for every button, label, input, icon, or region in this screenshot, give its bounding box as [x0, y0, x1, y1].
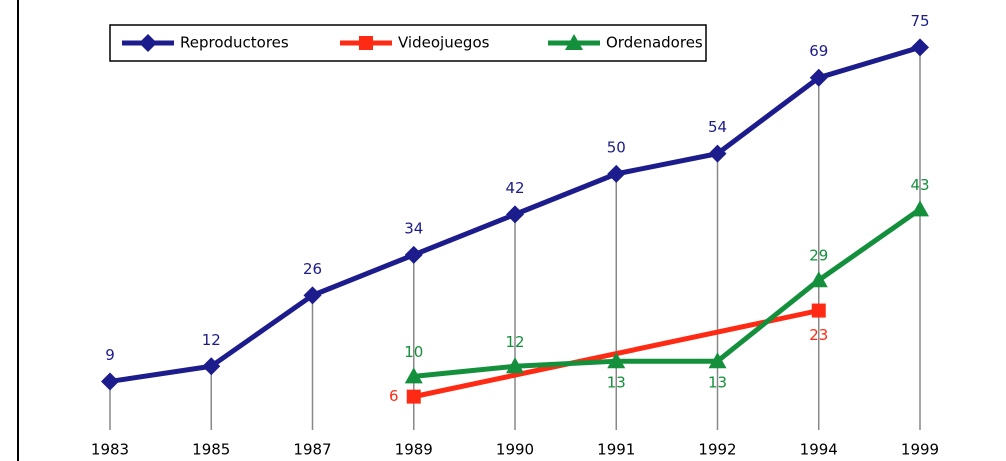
- point-marker: [911, 200, 929, 217]
- data-label: 69: [809, 42, 828, 60]
- point-marker: [303, 286, 322, 305]
- point-marker: [506, 357, 524, 374]
- point-marker: [607, 164, 626, 183]
- point-marker: [708, 352, 727, 369]
- x-tick-label: 1987: [293, 441, 331, 459]
- legend-box: [109, 24, 707, 62]
- legend-label: Reproductores: [180, 34, 289, 52]
- point-marker: [811, 303, 826, 318]
- x-tick-label: 1983: [91, 441, 129, 459]
- series-line: [413, 207, 922, 379]
- legend-label: Ordenadores: [606, 34, 703, 52]
- data-label: 12: [505, 333, 524, 351]
- data-label: 29: [809, 247, 828, 265]
- legend-marker: [359, 36, 373, 50]
- x-tick-label: 1999: [901, 441, 939, 459]
- point-marker: [101, 372, 119, 391]
- data-label: 34: [404, 219, 423, 237]
- data-label: 75: [910, 12, 929, 30]
- data-label: 26: [303, 260, 322, 278]
- legend-label: Videojuegos: [398, 34, 490, 52]
- point-marker: [911, 38, 929, 57]
- data-label: 13: [708, 374, 727, 392]
- point-marker: [404, 367, 423, 384]
- x-tick-label: 1990: [496, 441, 534, 459]
- data-label: 42: [505, 179, 524, 197]
- point-marker: [708, 144, 727, 163]
- legend-marker: [565, 34, 583, 50]
- data-label: 23: [809, 326, 828, 344]
- point-marker: [202, 357, 221, 376]
- x-tick-label: 1985: [192, 441, 230, 459]
- legend-marker: [139, 34, 157, 52]
- point-marker: [404, 245, 423, 264]
- point-marker: [809, 68, 828, 87]
- data-label: 12: [202, 331, 221, 349]
- point-marker: [506, 205, 524, 224]
- data-label: 43: [910, 176, 929, 194]
- data-label: 13: [607, 374, 626, 392]
- data-label: 54: [708, 118, 727, 136]
- data-label: 9: [105, 346, 115, 364]
- point-marker: [406, 389, 421, 404]
- x-tick-label: 1994: [800, 441, 838, 459]
- data-label: 6: [389, 387, 399, 405]
- point-marker: [607, 352, 626, 369]
- x-tick-label: 1992: [698, 441, 736, 459]
- x-tick-label: 1989: [395, 441, 433, 459]
- point-marker: [809, 271, 828, 288]
- data-label: 10: [404, 343, 423, 361]
- data-label: 50: [607, 138, 626, 156]
- x-tick-label: 1991: [597, 441, 635, 459]
